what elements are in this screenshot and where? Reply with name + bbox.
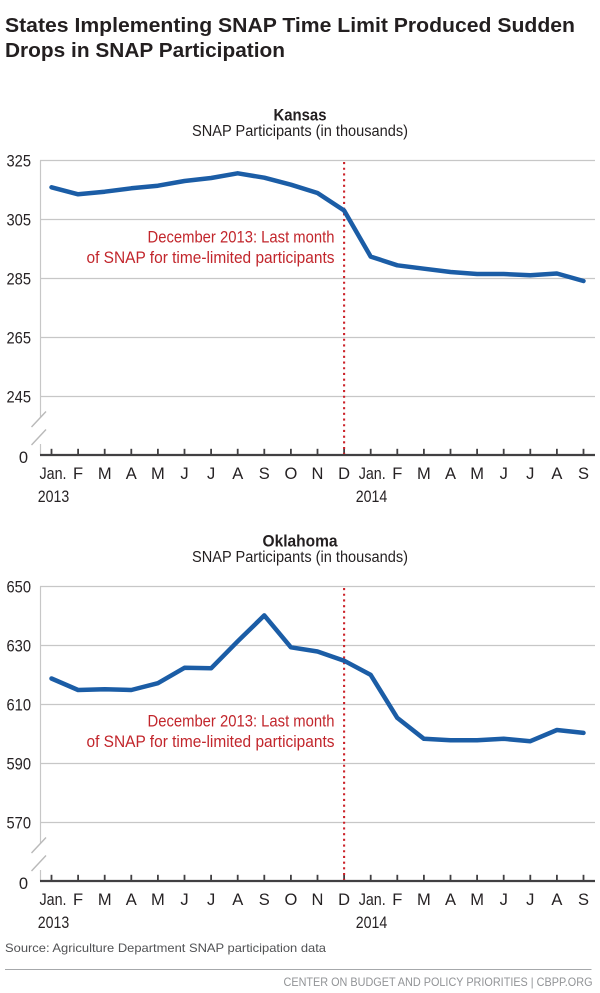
svg-text:Drops in SNAP Participation: Drops in SNAP Participation xyxy=(5,39,285,62)
svg-text:650: 650 xyxy=(7,579,32,597)
svg-text:A: A xyxy=(126,465,137,483)
svg-text:305: 305 xyxy=(7,212,32,230)
svg-text:M: M xyxy=(98,465,112,483)
svg-text:A: A xyxy=(126,891,137,909)
svg-text:of SNAP for time-limited parti: of SNAP for time-limited participants xyxy=(87,249,335,267)
svg-text:F: F xyxy=(73,465,83,483)
svg-text:A: A xyxy=(445,465,456,483)
svg-text:D: D xyxy=(338,891,350,909)
svg-text:CENTER ON BUDGET AND POLICY PR: CENTER ON BUDGET AND POLICY PRIORITIES |… xyxy=(284,975,593,989)
svg-text:S: S xyxy=(578,465,589,483)
svg-text:SNAP Participants (in thousand: SNAP Participants (in thousands) xyxy=(192,123,408,140)
svg-text:A: A xyxy=(551,465,562,483)
svg-text:M: M xyxy=(98,891,112,909)
svg-text:J: J xyxy=(526,891,534,909)
svg-text:O: O xyxy=(284,465,297,483)
svg-text:Jan.: Jan. xyxy=(359,891,386,909)
svg-text:A: A xyxy=(445,891,456,909)
svg-text:SNAP Participants (in thousand: SNAP Participants (in thousands) xyxy=(192,549,408,566)
svg-text:J: J xyxy=(526,465,534,483)
svg-text:Oklahoma: Oklahoma xyxy=(263,532,338,551)
svg-text:of SNAP for time-limited parti: of SNAP for time-limited participants xyxy=(87,733,335,751)
svg-text:N: N xyxy=(312,465,324,483)
svg-text:2014: 2014 xyxy=(356,488,388,506)
svg-text:Jan.: Jan. xyxy=(40,891,67,909)
svg-text:2014: 2014 xyxy=(356,914,388,932)
svg-text:M: M xyxy=(151,465,165,483)
svg-text:610: 610 xyxy=(7,697,32,715)
svg-text:630: 630 xyxy=(7,638,32,656)
svg-text:States Implementing SNAP Time: States Implementing SNAP Time Limit Prod… xyxy=(5,14,575,37)
svg-text:F: F xyxy=(392,891,402,909)
svg-text:M: M xyxy=(470,891,484,909)
svg-text:Jan.: Jan. xyxy=(359,465,386,483)
svg-text:J: J xyxy=(207,465,215,483)
svg-text:S: S xyxy=(578,891,589,909)
svg-text:N: N xyxy=(312,891,324,909)
svg-text:J: J xyxy=(180,891,188,909)
svg-text:F: F xyxy=(73,891,83,909)
svg-text:J: J xyxy=(180,465,188,483)
svg-text:F: F xyxy=(392,465,402,483)
svg-text:Kansas: Kansas xyxy=(274,106,327,125)
svg-text:2013: 2013 xyxy=(38,914,70,932)
svg-text:M: M xyxy=(151,891,165,909)
svg-text:S: S xyxy=(259,465,270,483)
svg-text:A: A xyxy=(232,465,243,483)
svg-text:A: A xyxy=(232,891,243,909)
svg-text:Source: Agriculture Department: Source: Agriculture Department SNAP part… xyxy=(5,941,326,955)
svg-text:J: J xyxy=(500,465,508,483)
svg-text:325: 325 xyxy=(7,153,32,171)
svg-text:D: D xyxy=(338,465,350,483)
svg-text:M: M xyxy=(470,465,484,483)
svg-text:M: M xyxy=(417,465,431,483)
svg-text:0: 0 xyxy=(19,875,28,893)
svg-text:M: M xyxy=(417,891,431,909)
svg-text:245: 245 xyxy=(7,389,32,407)
svg-text:S: S xyxy=(259,891,270,909)
svg-text:J: J xyxy=(207,891,215,909)
svg-text:A: A xyxy=(551,891,562,909)
svg-text:570: 570 xyxy=(7,815,32,833)
svg-text:December 2013: Last month: December 2013: Last month xyxy=(148,229,335,247)
svg-text:December 2013: Last month: December 2013: Last month xyxy=(148,713,335,731)
svg-text:590: 590 xyxy=(7,756,32,774)
svg-text:0: 0 xyxy=(19,449,28,467)
svg-text:J: J xyxy=(500,891,508,909)
svg-text:285: 285 xyxy=(7,271,32,289)
svg-text:2013: 2013 xyxy=(38,488,70,506)
svg-text:O: O xyxy=(284,891,297,909)
svg-text:Jan.: Jan. xyxy=(40,465,67,483)
svg-text:265: 265 xyxy=(7,330,32,348)
